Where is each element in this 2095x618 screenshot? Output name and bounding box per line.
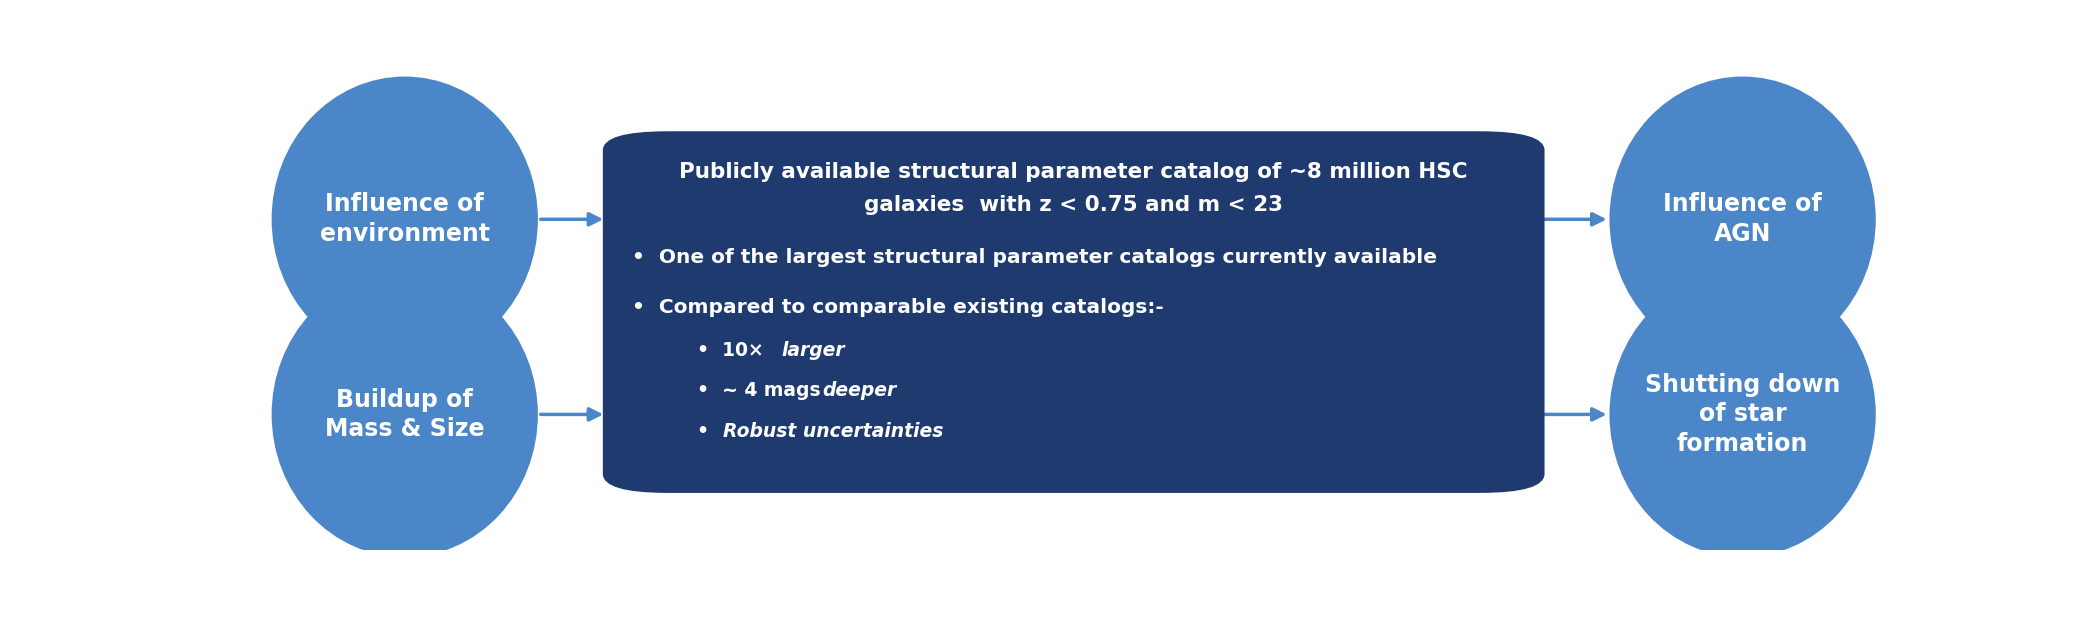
Ellipse shape xyxy=(272,272,538,557)
Ellipse shape xyxy=(272,77,538,362)
Text: •  Compared to comparable existing catalogs:-: • Compared to comparable existing catalo… xyxy=(633,298,1165,317)
Text: larger: larger xyxy=(781,341,844,360)
Text: Influence of
AGN: Influence of AGN xyxy=(1663,192,1823,246)
Text: Publicly available structural parameter catalog of ~8 million HSC: Publicly available structural parameter … xyxy=(679,162,1469,182)
Ellipse shape xyxy=(1609,272,1875,557)
Text: deeper: deeper xyxy=(821,381,897,400)
Text: Influence of
environment: Influence of environment xyxy=(321,192,490,246)
Text: Shutting down
of star
formation: Shutting down of star formation xyxy=(1645,373,1839,456)
Text: Buildup of
Mass & Size: Buildup of Mass & Size xyxy=(325,387,484,441)
Text: •: • xyxy=(698,421,723,441)
FancyBboxPatch shape xyxy=(603,131,1544,493)
Text: Robust uncertainties: Robust uncertainties xyxy=(723,421,943,441)
Ellipse shape xyxy=(1609,77,1875,362)
Text: •  ~ 4 mags: • ~ 4 mags xyxy=(698,381,828,400)
Text: galaxies  with z < 0.75 and m < 23: galaxies with z < 0.75 and m < 23 xyxy=(865,195,1282,215)
Text: •  One of the largest structural parameter catalogs currently available: • One of the largest structural paramete… xyxy=(633,248,1437,267)
Text: •  10×: • 10× xyxy=(698,341,771,360)
